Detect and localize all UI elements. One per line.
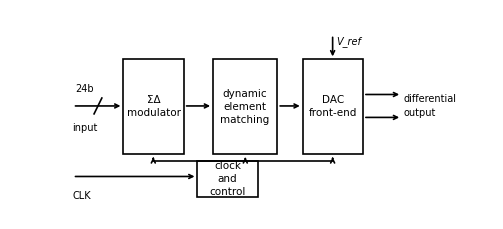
Bar <box>303 59 363 154</box>
Text: CLK: CLK <box>72 191 91 201</box>
Text: 24b: 24b <box>75 85 94 95</box>
Bar <box>123 59 184 154</box>
Text: input: input <box>71 123 97 133</box>
Text: clock
and
control: clock and control <box>209 161 246 197</box>
Text: dynamic
element
matching: dynamic element matching <box>220 89 270 125</box>
Bar <box>213 59 277 154</box>
Text: differential
output: differential output <box>404 94 457 118</box>
Text: DAC
front-end: DAC front-end <box>309 95 357 118</box>
Text: ΣΔ
modulator: ΣΔ modulator <box>127 95 181 118</box>
Text: V_ref: V_ref <box>336 36 361 47</box>
Bar <box>197 161 258 197</box>
